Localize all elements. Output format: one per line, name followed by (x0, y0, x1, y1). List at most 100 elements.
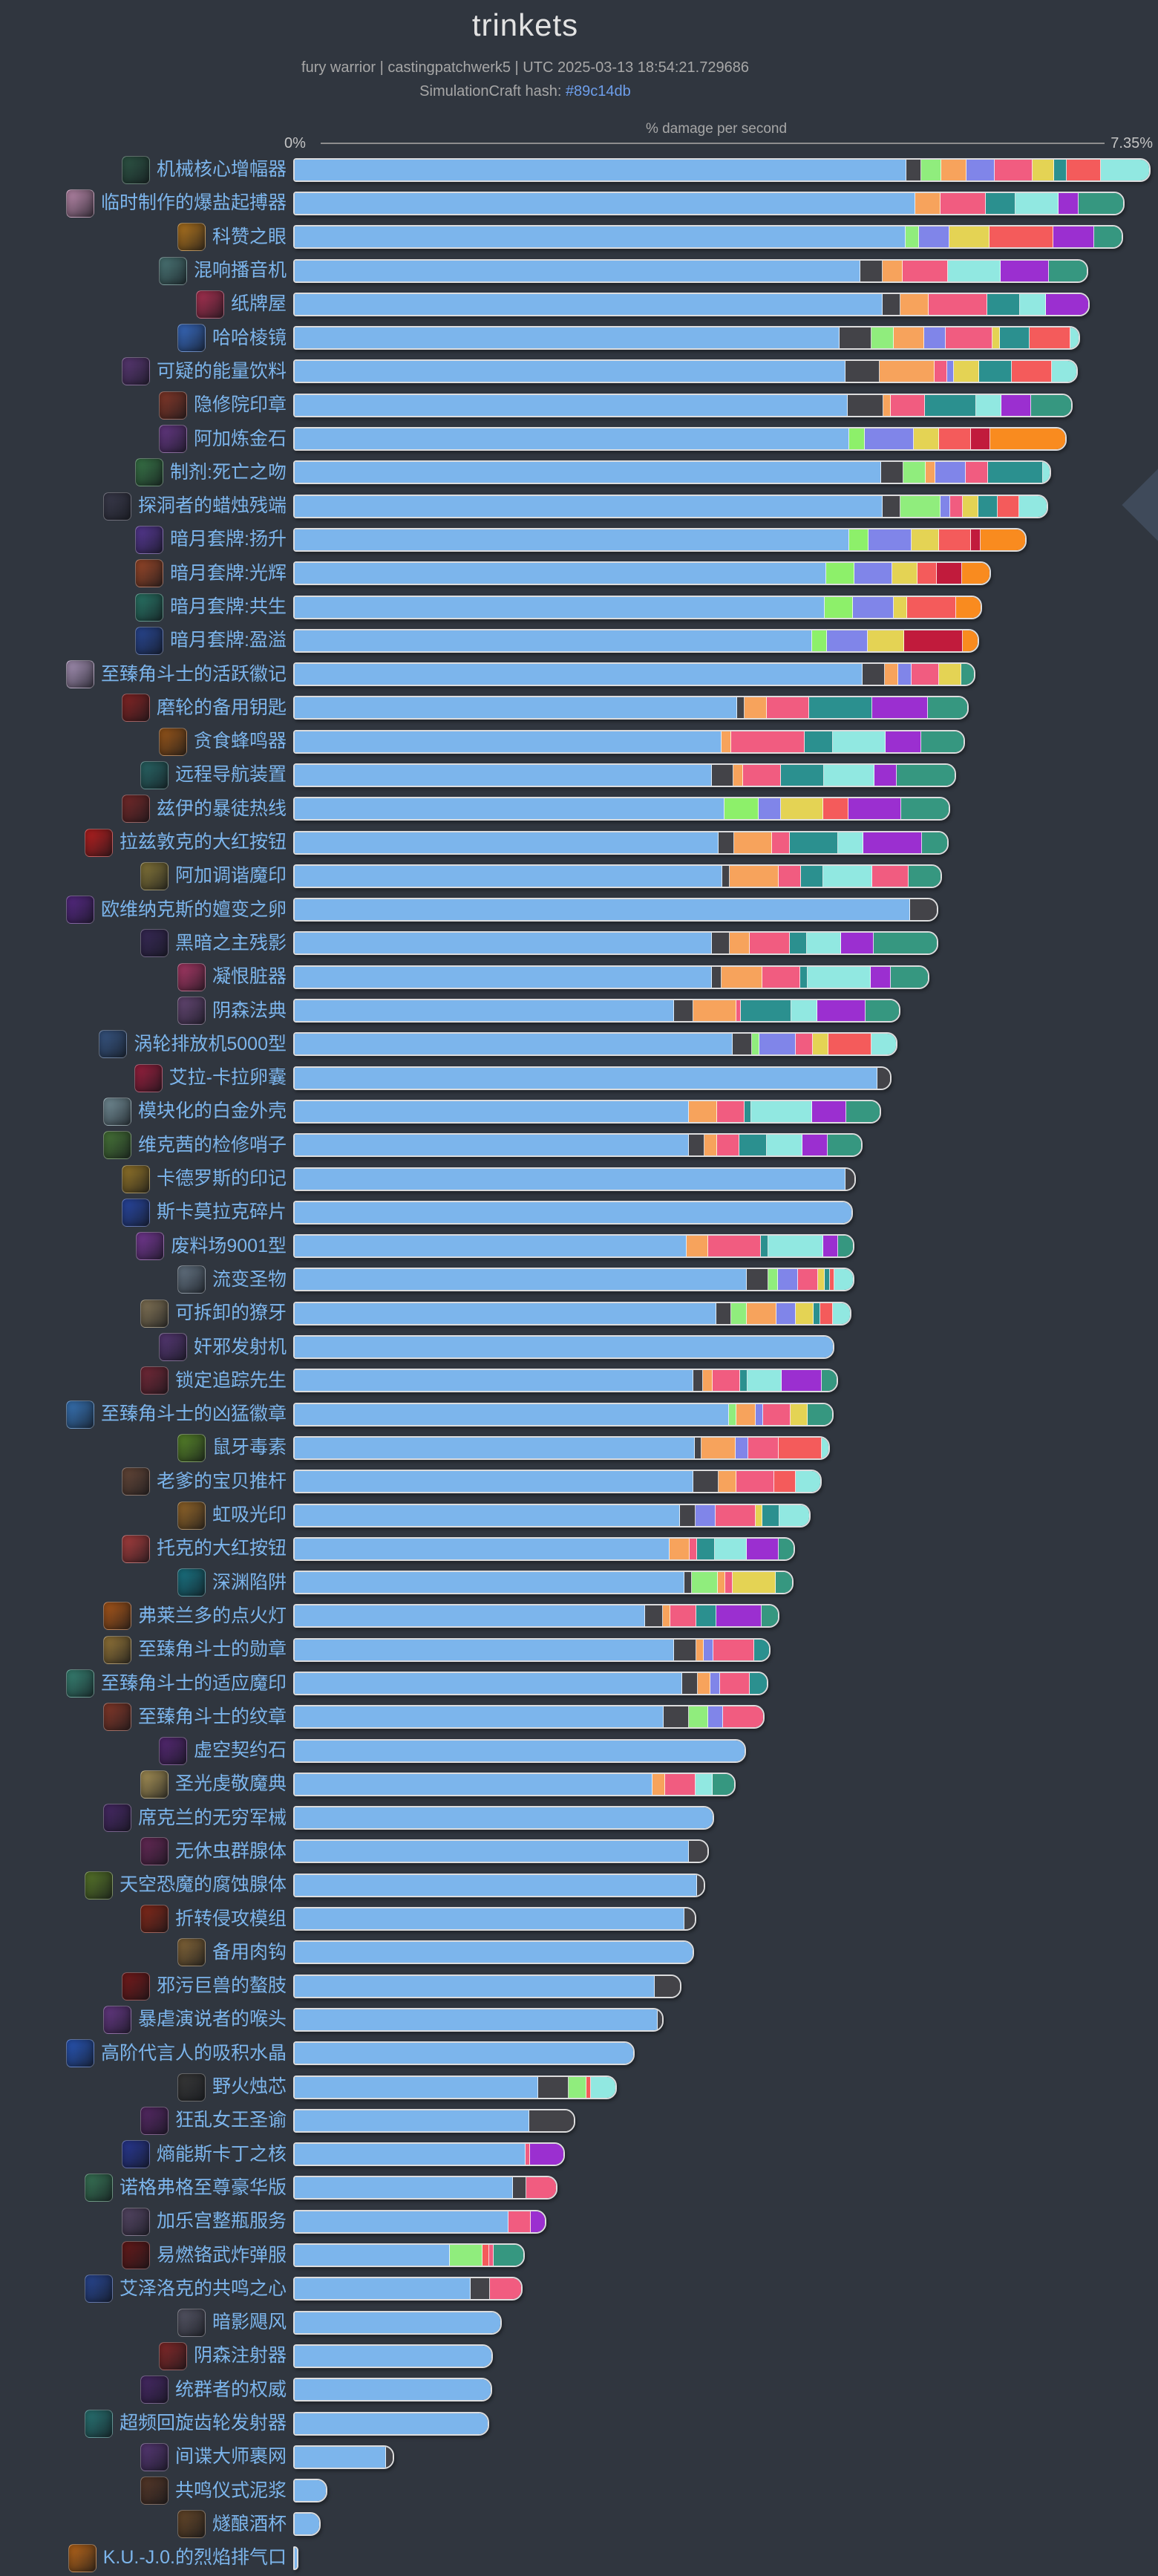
bar-segment-teal[interactable] (745, 1100, 751, 1122)
bar-segment-blue[interactable] (295, 2076, 538, 2098)
item-label[interactable]: 可拆卸的獠牙 (174, 1302, 287, 1324)
bar-segment-lavender[interactable] (778, 1269, 798, 1291)
bar-segment-orange[interactable] (885, 664, 898, 685)
bar-segment-blue[interactable] (295, 1236, 687, 1257)
item-label[interactable]: 诺格弗格至尊豪华版 (119, 2176, 287, 2198)
bar-segment-blue[interactable] (295, 1403, 729, 1425)
bar-segment-red[interactable] (823, 798, 848, 820)
item-label[interactable]: 燧酿酒杯 (212, 2513, 287, 2534)
bar-segment-green[interactable] (900, 495, 941, 517)
bar-segment-orange[interactable] (734, 832, 772, 853)
item-label[interactable]: 易燃铬武炸弹服 (156, 2244, 287, 2266)
bar-segment-red[interactable] (939, 529, 971, 550)
item-label[interactable]: 间谍大师裹网 (174, 2446, 287, 2468)
bar-segment-pink[interactable] (796, 1034, 813, 1055)
bar-segment-seagreen[interactable] (838, 1236, 853, 1257)
bar-segment-cyan[interactable] (1043, 462, 1050, 483)
bar-segment-pink[interactable] (670, 1605, 696, 1627)
bar-segment-dark[interactable] (386, 2446, 393, 2468)
bar-segment-yellow[interactable] (954, 361, 979, 382)
bar-segment-seagreen[interactable] (921, 731, 964, 752)
item-label[interactable]: 共鸣仪式泥浆 (174, 2479, 287, 2501)
bar-segment-blue[interactable] (295, 428, 849, 450)
bar-segment-blue[interactable] (295, 462, 881, 483)
bar-segment-lavender[interactable] (708, 1706, 723, 1728)
item-label[interactable]: 弗莱兰多的点火灯 (137, 1605, 287, 1626)
bar-segment-pink[interactable] (946, 327, 992, 349)
item-label[interactable]: 高阶代言人的吸积水晶 (100, 2042, 287, 2064)
bar-segment-cyan[interactable] (834, 1269, 853, 1291)
bar-segment-green[interactable] (768, 1269, 778, 1291)
bar-segment-purple[interactable] (872, 697, 928, 719)
simc-hash-link[interactable]: #89c14db (565, 83, 631, 100)
bar-segment-blue[interactable] (295, 1067, 877, 1089)
bar-segment-cyan[interactable] (824, 764, 874, 786)
bar-segment-seagreen[interactable] (713, 1773, 734, 1795)
bar-segment-brightorange[interactable] (981, 529, 1025, 550)
bar-segment-dark[interactable] (674, 1000, 693, 1022)
bar-segment-yellow[interactable] (949, 226, 989, 248)
bar-segment-cyan[interactable] (823, 865, 872, 887)
bar-segment-purple[interactable] (1001, 394, 1031, 416)
bar-segment-pink[interactable] (526, 2177, 556, 2199)
bar-segment-dark[interactable] (695, 1437, 701, 1458)
bar-segment-yellow[interactable] (818, 1269, 825, 1291)
bar-segment-red[interactable] (917, 563, 937, 584)
item-label[interactable]: 探洞者的蜡烛残端 (137, 495, 287, 517)
bar-segment-blue[interactable] (295, 764, 712, 786)
bar-segment-blue[interactable] (295, 1740, 745, 1761)
item-label[interactable]: 阴森法典 (212, 1000, 287, 1021)
bar-segment-lavender[interactable] (865, 428, 914, 450)
bar-segment-purple[interactable] (531, 2211, 545, 2232)
bar-segment-red[interactable] (828, 1034, 871, 1055)
bar-segment-teal[interactable] (978, 495, 998, 517)
bar-segment-brightorange[interactable] (956, 596, 981, 618)
bar-segment-blue[interactable] (295, 2413, 488, 2434)
item-label[interactable]: 狂乱女王圣谕 (174, 2110, 287, 2131)
bar-segment-dark[interactable] (471, 2278, 490, 2300)
bar-segment-blue[interactable] (295, 1100, 689, 1122)
bar-segment-blue[interactable] (295, 394, 848, 416)
item-label[interactable]: 阿加炼金石 (193, 428, 287, 449)
bar-segment-orange[interactable] (941, 159, 966, 180)
bar-segment-dark[interactable] (719, 832, 734, 853)
bar-segment-blue[interactable] (295, 1908, 684, 1930)
bar-segment-pink[interactable] (891, 394, 925, 416)
item-label[interactable]: 阴森注射器 (193, 2345, 287, 2367)
bar-segment-cyan[interactable] (1020, 293, 1046, 315)
item-label[interactable]: 暗月套牌:共生 (170, 596, 287, 617)
bar-segment-green[interactable] (692, 1572, 718, 1594)
bar-segment-blue[interactable] (295, 1337, 833, 1358)
bar-segment-blue[interactable] (295, 293, 883, 315)
bar-segment-red[interactable] (830, 1269, 834, 1291)
bar-segment-yellow[interactable] (868, 630, 904, 651)
bar-segment-orange[interactable] (730, 933, 750, 954)
bar-segment-dark[interactable] (684, 1572, 692, 1594)
bar-segment-blue[interactable] (295, 2245, 450, 2266)
bar-segment-teal[interactable] (925, 394, 976, 416)
item-label[interactable]: 磨轮的备用钥匙 (156, 697, 287, 718)
bar-segment-lavender[interactable] (941, 495, 950, 517)
bar-segment-blue[interactable] (295, 226, 906, 248)
bar-segment-dark[interactable] (845, 1168, 854, 1190)
bar-segment-pink[interactable] (725, 1572, 733, 1594)
bar-segment-cyan[interactable] (807, 933, 841, 954)
bar-segment-lime[interactable] (825, 596, 853, 618)
bar-segment-blue[interactable] (295, 2345, 491, 2367)
bar-segment-pink[interactable] (526, 2144, 530, 2165)
bar-segment-yellow[interactable] (892, 563, 917, 584)
bar-segment-purple[interactable] (1046, 293, 1088, 315)
bar-segment-yellow[interactable] (992, 327, 1000, 349)
item-label[interactable]: 临时制作的爆盐起搏器 (100, 192, 287, 214)
bar-segment-seagreen[interactable] (776, 1572, 792, 1594)
item-label[interactable]: 备用肉钩 (212, 1941, 287, 1963)
bar-segment-purple[interactable] (863, 832, 922, 853)
bar-segment-blue[interactable] (295, 630, 812, 651)
bar-segment-seagreen[interactable] (762, 1605, 778, 1627)
bar-segment-orange[interactable] (745, 697, 767, 719)
bar-segment-dark[interactable] (712, 764, 733, 786)
bar-segment-cyan[interactable] (808, 966, 871, 988)
item-label[interactable]: 超频回旋齿轮发射器 (119, 2413, 287, 2434)
bar-segment-lime[interactable] (849, 529, 868, 550)
bar-segment-dark[interactable] (674, 1639, 696, 1660)
